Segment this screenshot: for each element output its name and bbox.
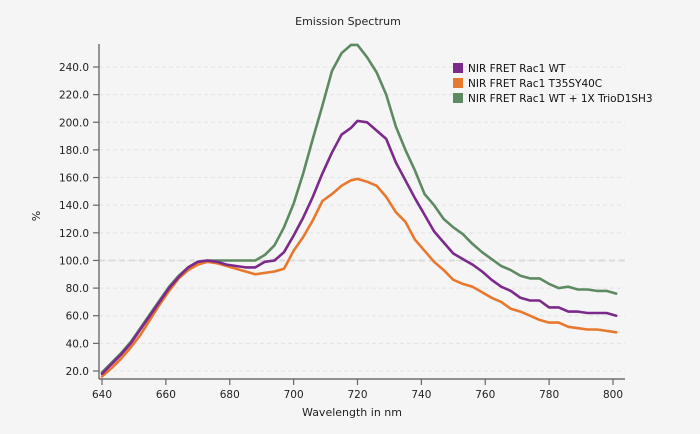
x-tick-label: 680 (220, 389, 240, 401)
grid-lines (99, 66, 625, 372)
y-tick-label: 40.0 (66, 338, 89, 350)
x-tick-label: 660 (156, 389, 176, 401)
x-tick-label: 640 (92, 389, 112, 401)
legend-swatch (453, 93, 463, 103)
y-tick-label: 100.0 (59, 255, 89, 267)
legend: NIR FRET Rac1 WT NIR FRET Rac1 T35SY40C NI… (453, 63, 653, 105)
y-tick-label: 180.0 (59, 145, 89, 157)
y-axis-title: % (30, 211, 43, 221)
y-tick-label: 220.0 (59, 90, 89, 102)
axes (98, 44, 625, 380)
series-line-1 (100, 119, 618, 376)
legend-swatch (453, 78, 463, 88)
y-tick-label: 160.0 (59, 173, 89, 185)
y-tick-label: 200.0 (59, 117, 89, 129)
x-axis-ticks: 640 660 680 700 720 740 760 780 800 (92, 379, 623, 401)
legend-label: NIR FRET Rac1 T35SY40C (468, 78, 602, 90)
y-tick-label: 140.0 (59, 200, 89, 212)
x-tick-label: 720 (347, 389, 367, 401)
series-lines (100, 43, 618, 378)
legend-label: NIR FRET Rac1 WT + 1X TrioD1SH3 (468, 93, 653, 105)
x-tick-label: 800 (603, 389, 623, 401)
y-tick-label: 20.0 (66, 366, 89, 378)
y-tick-label: 60.0 (66, 311, 89, 323)
chart-title: Emission Spectrum (295, 15, 401, 28)
y-tick-label: 120.0 (59, 228, 89, 240)
y-axis-ticks: 20.0 40.0 60.0 80.0 100.0 120.0 140.0 160.0 180.… (59, 62, 99, 378)
x-tick-label: 740 (411, 389, 431, 401)
y-tick-label: 80.0 (66, 283, 89, 295)
x-axis-title: Wavelength in nm (302, 406, 402, 419)
y-tick-label: 240.0 (59, 62, 89, 74)
x-tick-label: 700 (284, 389, 304, 401)
x-tick-label: 780 (539, 389, 559, 401)
legend-label: NIR FRET Rac1 WT (468, 63, 566, 75)
legend-swatch (453, 63, 463, 73)
series-line-2 (100, 177, 618, 378)
x-tick-label: 760 (475, 389, 495, 401)
